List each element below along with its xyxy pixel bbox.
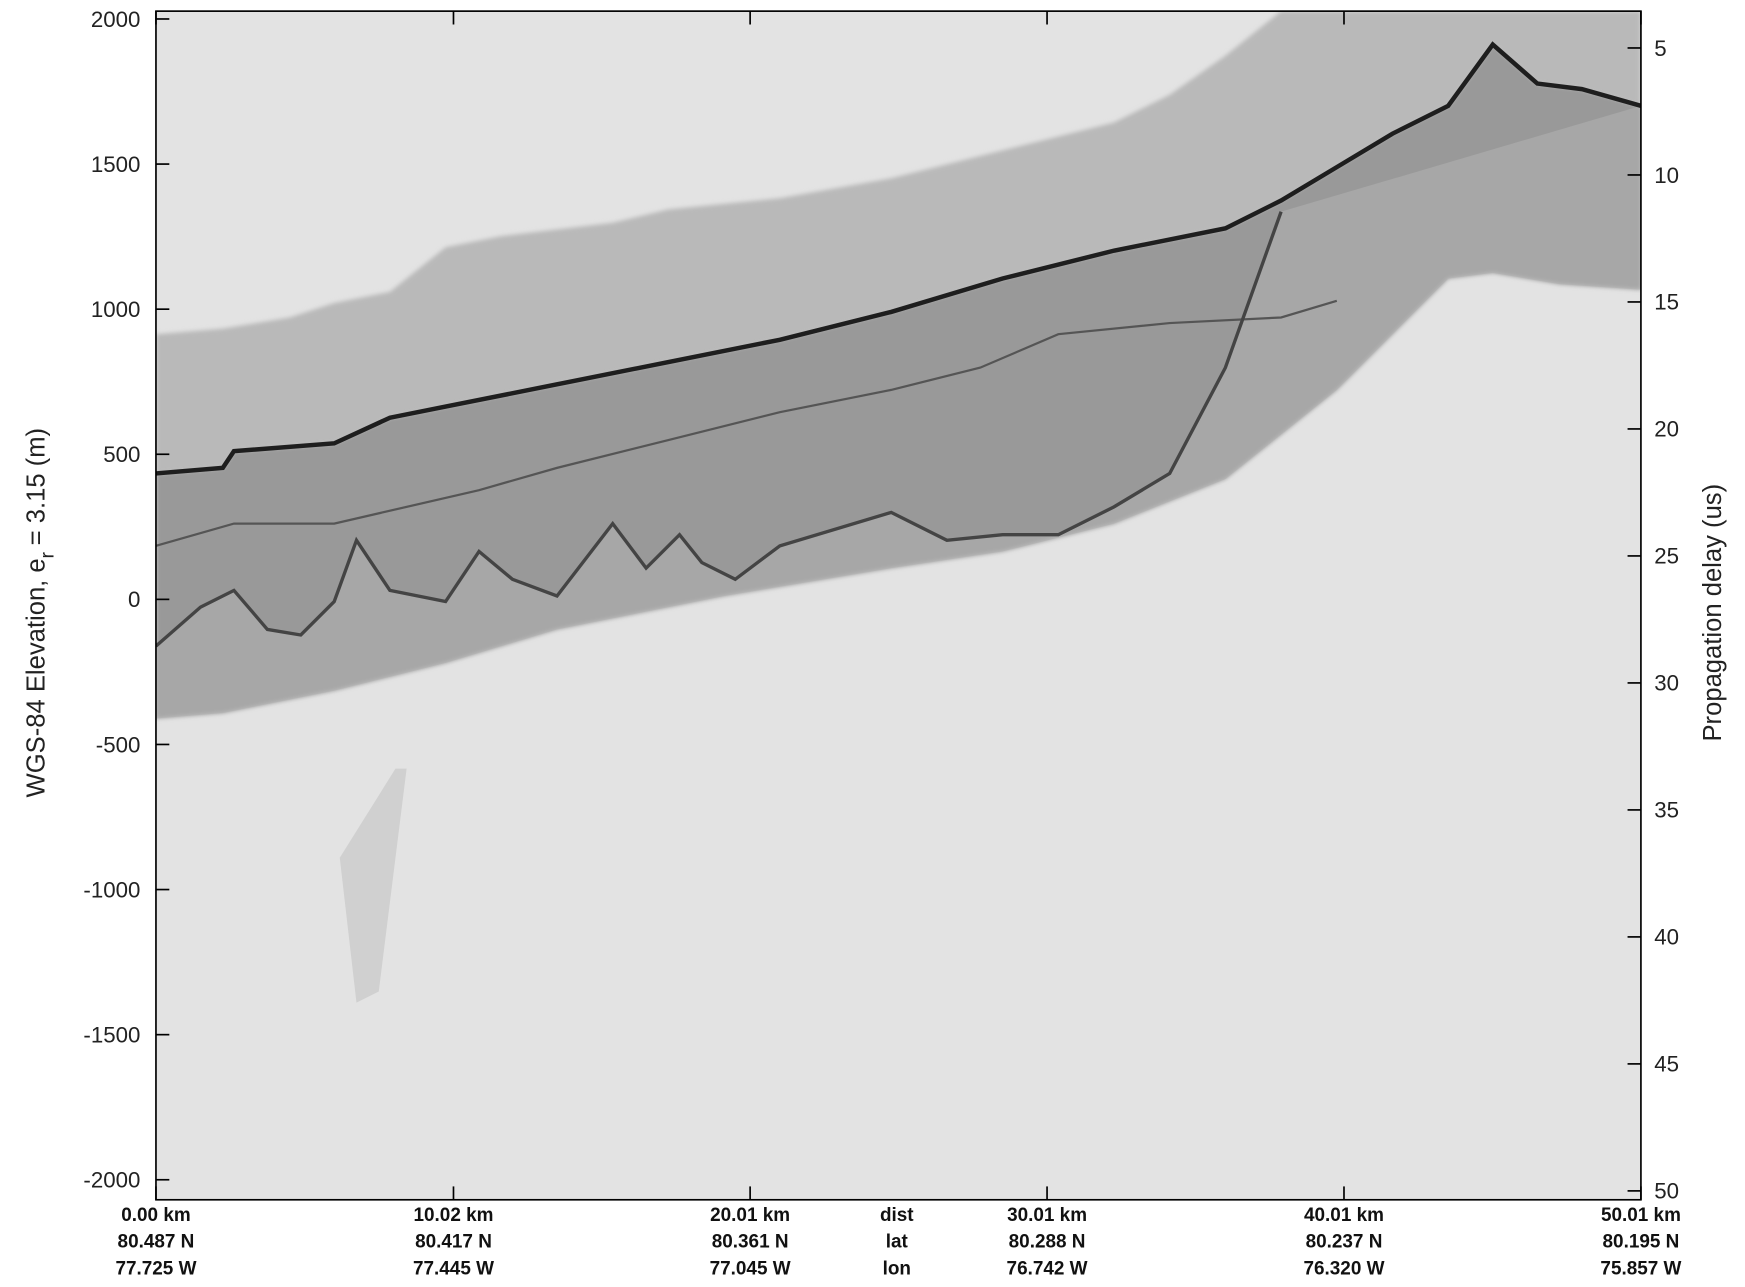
y-axis-label: WGS-84 Elevation, er = 3.15 (m)	[23, 428, 59, 798]
y-tick-label: -2000	[83, 1168, 140, 1193]
x-tick-lon: 76.320 W	[1303, 1258, 1384, 1279]
y2-tick-label: 15	[1654, 290, 1679, 315]
x-tick-lat: 80.487 N	[118, 1232, 195, 1253]
plot-root: WGS-84 Elevation, er = 3.15 (m) Propagati…	[23, 7, 1728, 1280]
y2-tick-label: 10	[1654, 163, 1679, 188]
y-tick-label: 0	[128, 587, 140, 612]
y-tick-label: -1500	[83, 1022, 140, 1047]
x-tick-lat: 80.288 N	[1009, 1232, 1086, 1253]
x-tick-label: 20.01 km	[710, 1205, 790, 1226]
y-axis-label-main: WGS-84 Elevation, e	[23, 558, 51, 797]
y2-tick-label: 45	[1654, 1052, 1679, 1077]
y-tick-label: 1500	[91, 152, 141, 177]
y-tick-label: 1000	[91, 297, 141, 322]
x-tick-label: 30.01 km	[1007, 1205, 1087, 1226]
x-tick-label: 0.00 km	[121, 1205, 190, 1226]
x-tick-lon: 76.742 W	[1007, 1258, 1088, 1279]
y2-tick-label: 35	[1654, 798, 1679, 823]
sub-bed-zone	[155, 105, 1641, 719]
row-label: lat	[886, 1232, 909, 1253]
firn-band	[155, 11, 1641, 474]
ice-body	[155, 44, 1641, 719]
surface-reflector	[155, 41, 1641, 476]
y-tick-label: 500	[103, 442, 140, 467]
x-tick-lat: 80.361 N	[712, 1232, 789, 1253]
x-tick-lon: 77.445 W	[413, 1258, 494, 1279]
bed-reflector	[155, 211, 1283, 648]
y-axis-label-tail: = 3.15 (m)	[23, 428, 51, 545]
subsurface-artifact	[339, 768, 407, 1003]
x-tick-lon: 75.857 W	[1600, 1258, 1681, 1279]
echogram	[155, 11, 1641, 1200]
x-tick-lat: 80.237 N	[1306, 1232, 1383, 1253]
row-label: dist	[880, 1205, 914, 1226]
y2-tick-label: 20	[1654, 417, 1679, 442]
y2-tick-label: 5	[1654, 36, 1666, 61]
y-tick-label: -500	[96, 732, 141, 757]
y-tick-label: 2000	[91, 7, 141, 32]
x-tick-lon: 77.045 W	[710, 1258, 791, 1279]
internal-layer	[155, 299, 1338, 547]
plot-frame	[155, 10, 1642, 1201]
x-tick-lon: 77.725 W	[115, 1258, 196, 1279]
row-label: lon	[883, 1258, 911, 1279]
y2-tick-label: 25	[1654, 544, 1679, 569]
y2-tick-label: 30	[1654, 671, 1679, 696]
y2-axis-label: Propagation delay (us)	[1699, 484, 1727, 742]
y2-tick-label: 40	[1654, 925, 1679, 950]
x-tick-label: 40.01 km	[1304, 1205, 1384, 1226]
y-axis-label-sub: r	[37, 552, 58, 558]
y2-tick-label: 50	[1654, 1179, 1679, 1204]
x-tick-label: 10.02 km	[414, 1205, 494, 1226]
x-tick-lat: 80.417 N	[415, 1232, 492, 1253]
y-tick-label: -1000	[83, 877, 140, 902]
x-tick-lat: 80.195 N	[1603, 1232, 1680, 1253]
x-tick-label: 50.01 km	[1601, 1205, 1681, 1226]
